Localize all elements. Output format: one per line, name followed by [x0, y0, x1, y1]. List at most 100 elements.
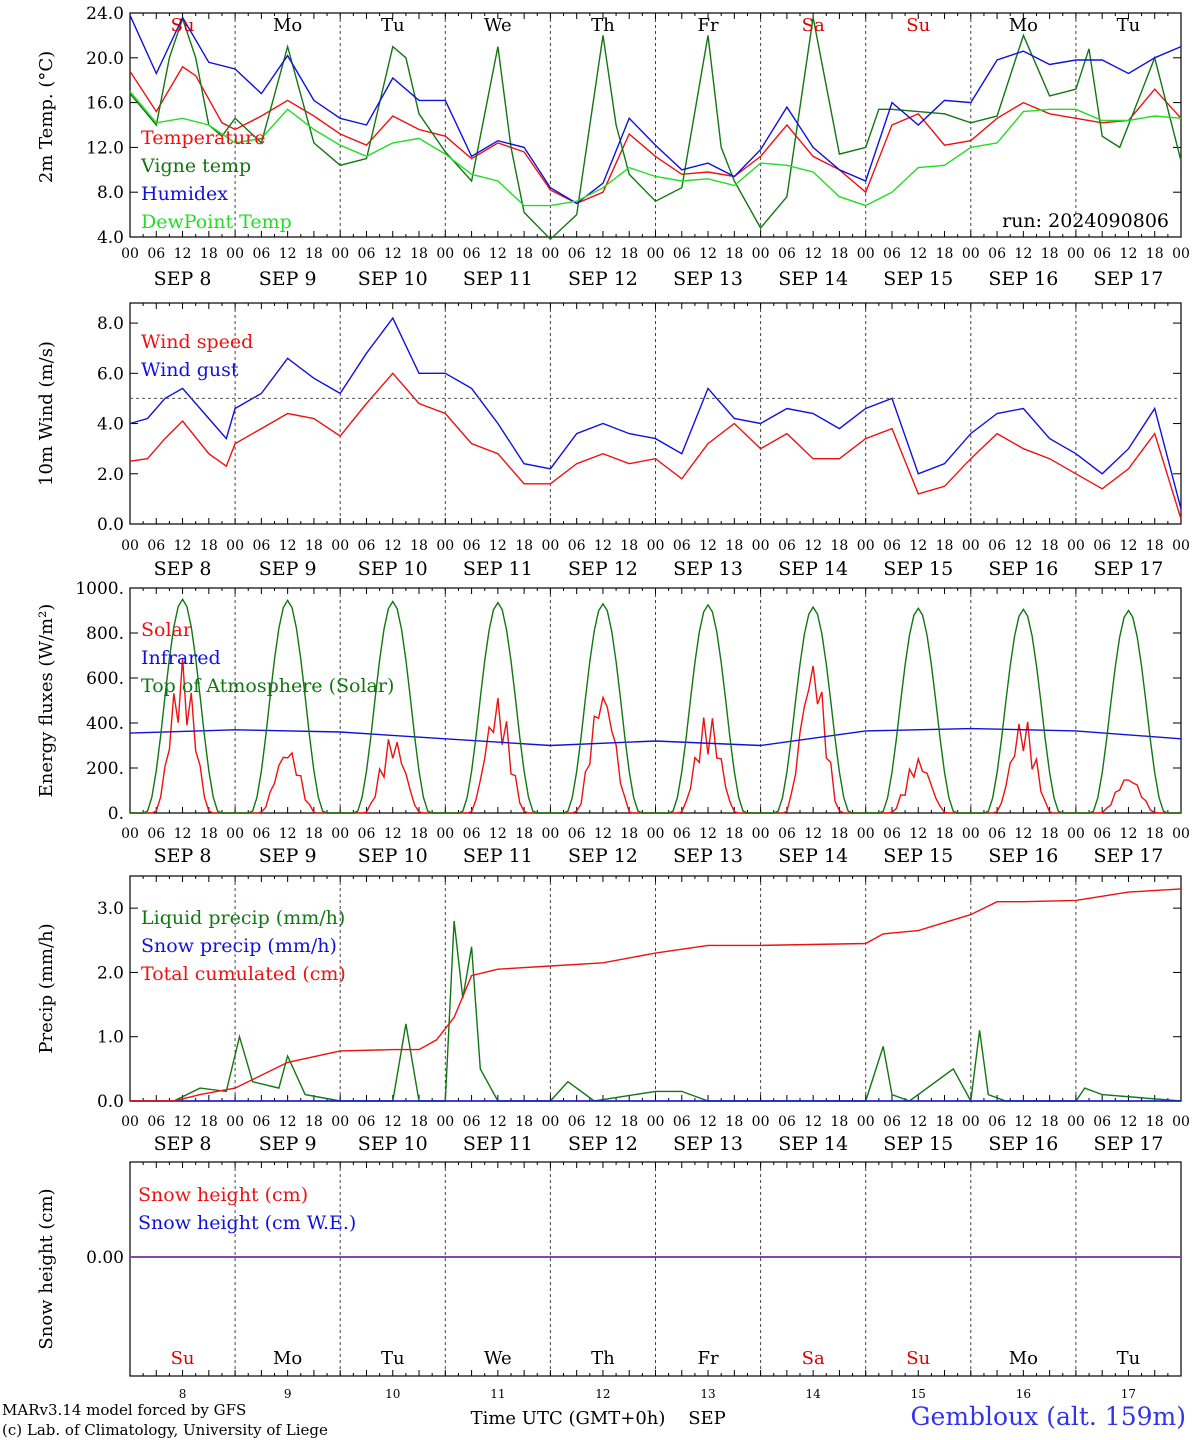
- run-annotation: run: 2024090806: [1002, 210, 1169, 232]
- hour-label: 00: [857, 246, 875, 262]
- hour-label: 06: [252, 826, 270, 842]
- hour-label: 00: [226, 538, 244, 554]
- day-label: SEP 11: [463, 1133, 533, 1155]
- y-tick-label: 6.0: [97, 364, 124, 384]
- y-axis-title: Snow height (cm): [36, 1188, 57, 1349]
- y-tick-label: 1000.: [75, 579, 124, 599]
- hour-label: 06: [673, 246, 691, 262]
- y-tick-label: 4.0: [97, 228, 124, 248]
- hour-label: 06: [463, 538, 481, 554]
- hour-label: 06: [463, 1114, 481, 1130]
- hour-label: 06: [568, 1114, 586, 1130]
- weekday-label: Mo: [273, 1348, 302, 1369]
- plot-frame: [129, 587, 1182, 814]
- hour-label: 12: [174, 1114, 192, 1130]
- legend-entry: Humidex: [141, 183, 228, 205]
- hour-label: 00: [752, 826, 770, 842]
- hour-label: 06: [1093, 1114, 1111, 1130]
- legend-entry: Vigne temp: [140, 155, 251, 177]
- hour-label: 18: [1146, 538, 1164, 554]
- legend-entry: Snow precip (mm/h): [141, 935, 337, 957]
- hour-label: 18: [725, 1114, 743, 1130]
- legend-entry: Snow height (cm): [138, 1184, 308, 1206]
- hour-label: 00: [121, 538, 139, 554]
- hour-label: 12: [594, 826, 612, 842]
- hour-label: 12: [804, 826, 822, 842]
- legend-entry: DewPoint Temp: [141, 211, 292, 233]
- day-number: 8: [179, 1387, 187, 1401]
- hour-label: 00: [1172, 246, 1190, 262]
- day-label: SEP 15: [883, 845, 953, 867]
- hour-label: 06: [463, 826, 481, 842]
- y-tick-label: 0.00: [86, 1248, 124, 1268]
- y-tick-label: 800.: [86, 624, 124, 644]
- hour-label: 18: [305, 1114, 323, 1130]
- weekday-label: Tu: [381, 1348, 405, 1369]
- day-number: 11: [490, 1387, 505, 1401]
- hour-label: 12: [909, 246, 927, 262]
- series-line: [129, 14, 1182, 205]
- hour-label: 00: [857, 826, 875, 842]
- hour-label: 06: [358, 826, 376, 842]
- hour-label: 12: [174, 538, 192, 554]
- hour-label: 00: [121, 1114, 139, 1130]
- hour-label: 00: [121, 246, 139, 262]
- hour-label: 18: [200, 246, 218, 262]
- day-number: 12: [595, 1387, 610, 1401]
- day-label: SEP 15: [883, 1133, 953, 1155]
- hour-label: 00: [962, 538, 980, 554]
- weekday-label: Su: [906, 15, 930, 36]
- day-label: SEP 11: [463, 268, 533, 290]
- hour-label: 18: [831, 246, 849, 262]
- hour-label: 18: [725, 826, 743, 842]
- hour-label: 18: [725, 538, 743, 554]
- y-axis-title: 2m Temp. (°C): [36, 51, 57, 183]
- panel-3: 0. 200. 400. 600. 800. 1000. Energy fluxes (W/…: [36, 579, 1190, 867]
- day-label: SEP 9: [259, 558, 317, 580]
- hour-label: 18: [831, 826, 849, 842]
- hour-label: 12: [909, 538, 927, 554]
- legend-entry: Snow height (cm W.E.): [138, 1212, 356, 1234]
- hour-label: 00: [226, 826, 244, 842]
- hour-label: 18: [515, 538, 533, 554]
- hour-label: 00: [752, 538, 770, 554]
- hour-label: 12: [1014, 246, 1032, 262]
- hour-label: 00: [647, 826, 665, 842]
- y-tick-label: 0.: [108, 804, 124, 824]
- hour-label: 00: [541, 246, 559, 262]
- hour-label: 06: [1093, 538, 1111, 554]
- day-label: SEP 8: [154, 268, 212, 290]
- hour-label: 00: [962, 826, 980, 842]
- hour-label: 00: [331, 1114, 349, 1130]
- day-label: SEP 14: [778, 268, 848, 290]
- day-label: SEP 17: [1094, 1133, 1164, 1155]
- hour-label: 12: [1120, 538, 1138, 554]
- hour-label: 18: [936, 1114, 954, 1130]
- y-tick-label: 24.0: [86, 4, 124, 24]
- hour-label: 12: [1014, 1114, 1032, 1130]
- hour-label: 06: [988, 246, 1006, 262]
- hour-label: 06: [883, 1114, 901, 1130]
- hour-label: 12: [1120, 826, 1138, 842]
- hour-label: 06: [1093, 826, 1111, 842]
- weekday-label: Tu: [1117, 1348, 1141, 1369]
- weekday-label: Su: [171, 15, 195, 36]
- day-label: SEP 17: [1094, 268, 1164, 290]
- hour-label: 12: [174, 246, 192, 262]
- panel-5: 0.00 Snow height (cm) Snow height (cm) Snow…: [36, 1161, 1182, 1429]
- weekday-label: Sa: [802, 15, 825, 36]
- hour-label: 18: [1041, 246, 1059, 262]
- station-label: Gembloux (alt. 159m): [910, 1402, 1186, 1431]
- series-line: [129, 65, 1182, 205]
- day-label: SEP 13: [673, 268, 743, 290]
- hour-label: 00: [436, 538, 454, 554]
- hour-label: 12: [1120, 1114, 1138, 1130]
- day-number: 14: [806, 1387, 822, 1401]
- y-axis-title: Precip (mm/h): [36, 923, 57, 1053]
- day-label: SEP 16: [988, 558, 1058, 580]
- hour-label: 12: [594, 1114, 612, 1130]
- hour-label: 06: [988, 1114, 1006, 1130]
- hour-label: 18: [831, 1114, 849, 1130]
- hour-label: 18: [410, 826, 428, 842]
- day-label: SEP 16: [988, 845, 1058, 867]
